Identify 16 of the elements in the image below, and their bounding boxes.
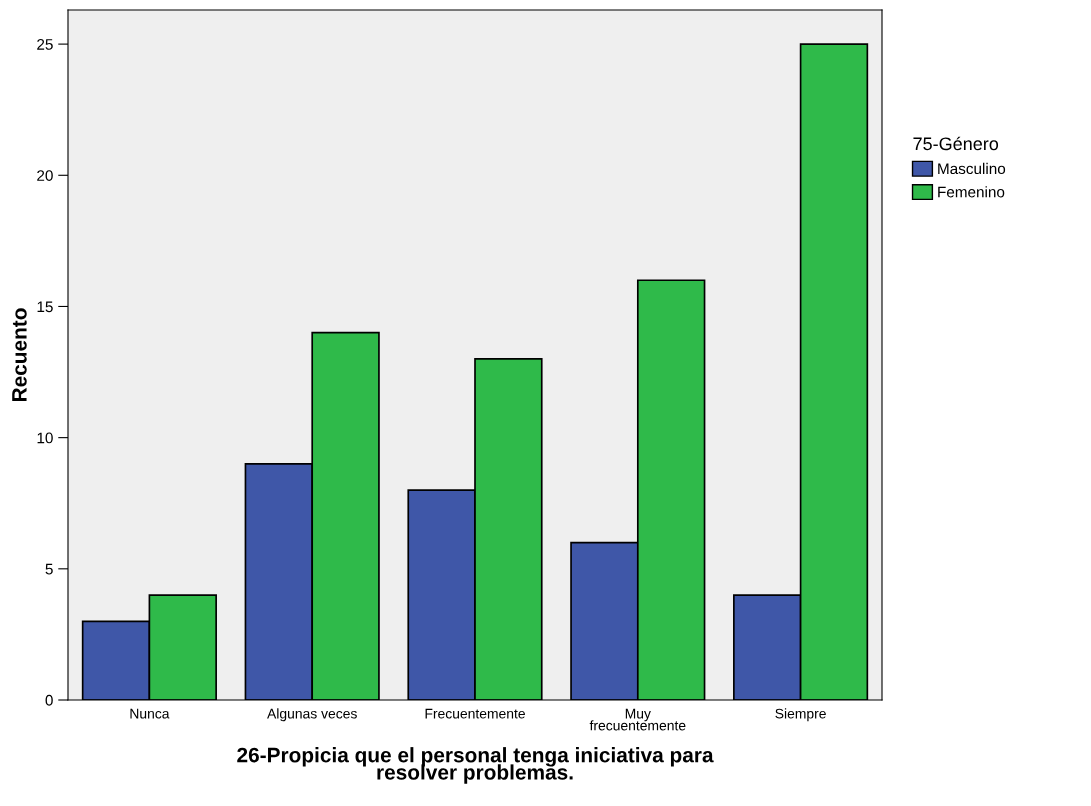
y-axis-title: Recuento (12, 308, 27, 402)
x-tick-label: Muy frecuentemente (589, 708, 686, 731)
y-tick-label: 15 (37, 301, 53, 313)
legend-title: 75-Género (913, 136, 999, 151)
y-tick-label: 5 (45, 563, 53, 575)
y-tick-label: 20 (37, 170, 53, 181)
legend-label: Masculino (938, 162, 1006, 175)
legend-label: Femenino (938, 186, 1005, 198)
y-tick-label: 0 (45, 694, 53, 706)
x-tick-label: Nunca (130, 708, 170, 719)
x-tick-label: Siempre (775, 708, 826, 722)
y-tick-label: 25 (37, 38, 53, 50)
x-tick-label: Algunas veces (267, 708, 357, 722)
y-tick-label: 10 (37, 432, 53, 444)
x-axis-title: 26-Propicia que el personal tenga iniciativa para resolver problemas. (237, 747, 714, 784)
x-tick-label: Frecuentemente (425, 708, 525, 719)
